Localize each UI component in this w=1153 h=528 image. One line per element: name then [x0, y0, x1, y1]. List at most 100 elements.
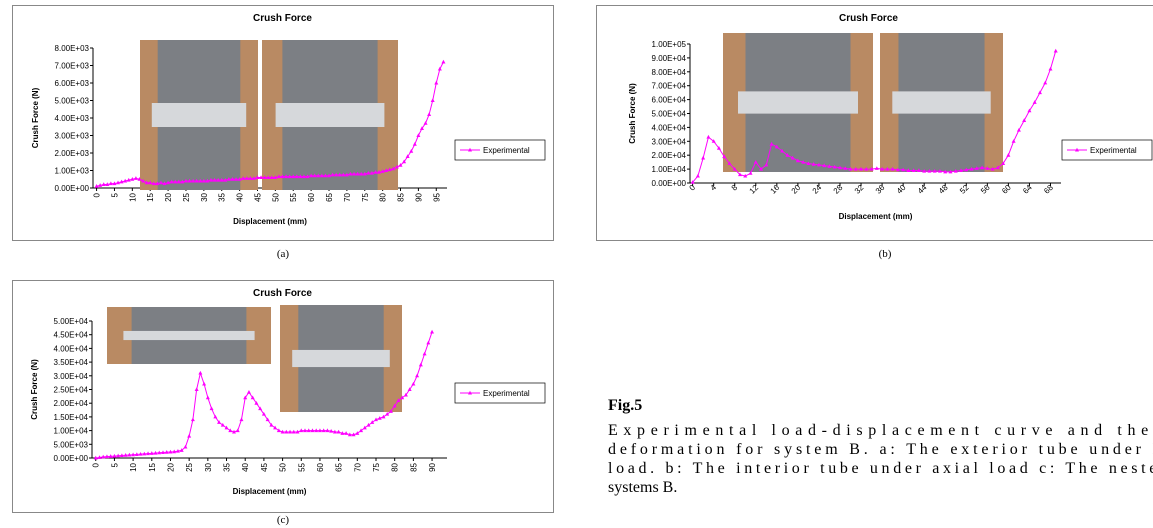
y-tick-label: 6.00E+03 — [55, 79, 90, 88]
caption: Fig.5 Experimental load-displacement cur… — [608, 397, 1153, 496]
x-tick-label: 30 — [204, 462, 213, 471]
chart-title: Crush Force — [253, 13, 312, 24]
caption-line: systems B. — [608, 479, 677, 496]
panel-label: (a) — [277, 248, 290, 260]
y-axis-title: Crush Force (N) — [30, 359, 39, 420]
x-axis-title: Displacement (mm) — [233, 487, 307, 496]
x-tick-label: 20 — [166, 462, 175, 471]
photo-plate — [738, 91, 858, 113]
y-tick-label: 4.00E+03 — [55, 114, 90, 123]
y-tick-label: 1.00E+05 — [652, 40, 687, 49]
y-tick-label: 4.00E+04 — [54, 344, 89, 353]
y-tick-label: 3.00E+04 — [54, 372, 89, 381]
y-tick-label: 0.00E+00 — [54, 454, 89, 463]
x-tick-label: 35 — [218, 192, 227, 201]
y-tick-label: 7.00E+04 — [652, 82, 687, 91]
x-tick-label: 5 — [110, 462, 119, 467]
x-tick-label: 10 — [128, 192, 137, 201]
x-tick-label: 50 — [271, 192, 280, 201]
x-tick-label: 75 — [361, 192, 370, 201]
y-axis-title: Crush Force (N) — [31, 87, 40, 148]
y-tick-label: 8.00E+03 — [55, 44, 90, 53]
legend-label: Experimental — [483, 389, 530, 398]
y-tick-label: 2.00E+03 — [55, 149, 90, 158]
y-tick-label: 3.00E+04 — [652, 137, 687, 146]
x-tick-label: 20 — [164, 192, 173, 201]
photo — [107, 307, 271, 364]
x-tick-label: 35 — [223, 462, 232, 471]
y-tick-label: 5.00E+03 — [54, 440, 89, 449]
x-tick-label: 95 — [432, 192, 441, 201]
photo-plate — [892, 91, 990, 113]
y-tick-label: 1.50E+04 — [54, 413, 89, 422]
photo — [880, 33, 1003, 172]
y-tick-label: 3.00E+03 — [55, 132, 90, 141]
x-tick-label: 60 — [316, 462, 325, 471]
caption-line: load. b: The interior tube under axial l… — [608, 460, 1153, 477]
caption-label: Fig.5 — [608, 397, 642, 414]
chart-title: Crush Force — [839, 13, 898, 24]
x-tick-label: 0 — [93, 192, 102, 197]
y-tick-label: 8.00E+04 — [652, 68, 687, 77]
x-tick-label: 25 — [182, 192, 191, 201]
photo — [723, 33, 873, 172]
x-tick-label: 30 — [200, 192, 209, 201]
y-tick-label: 1.00E+04 — [652, 165, 687, 174]
x-tick-label: 90 — [414, 192, 423, 201]
y-tick-label: 2.00E+04 — [54, 399, 89, 408]
photo-plate — [276, 103, 385, 127]
y-tick-label: 5.00E+03 — [55, 97, 90, 106]
x-axis-title: Displacement (mm) — [839, 212, 913, 221]
x-tick-label: 25 — [185, 462, 194, 471]
caption-line: deformation for system B. a: The exterio… — [608, 441, 1153, 458]
y-axis-title: Crush Force (N) — [628, 83, 637, 144]
photo — [280, 305, 402, 412]
chart: Crush ForceCrush Force (N)Displacement (… — [13, 281, 554, 513]
x-tick-label: 90 — [428, 462, 437, 471]
y-tick-label: 6.00E+04 — [652, 96, 687, 105]
x-tick-label: 80 — [379, 192, 388, 201]
caption-line: Experimental load-displacement curve and… — [608, 422, 1153, 439]
y-tick-label: 0.00E+00 — [55, 184, 90, 193]
x-tick-label: 70 — [343, 192, 352, 201]
y-tick-label: 7.00E+03 — [55, 62, 90, 71]
legend-label: Experimental — [1090, 146, 1137, 155]
y-tick-label: 2.00E+04 — [652, 151, 687, 160]
x-tick-label: 40 — [241, 462, 250, 471]
x-tick-label: 55 — [289, 192, 298, 201]
y-tick-label: 5.00E+04 — [652, 110, 687, 119]
x-tick-label: 50 — [279, 462, 288, 471]
y-tick-label: 1.00E+03 — [55, 167, 90, 176]
chart: Crush Force Crush Force (N) Displacement (… — [13, 6, 554, 241]
x-tick-label: 85 — [409, 462, 418, 471]
x-tick-label: 65 — [335, 462, 344, 471]
x-tick-label: 75 — [372, 462, 381, 471]
photo-plate — [292, 350, 390, 367]
x-tick-label: 45 — [260, 462, 269, 471]
y-tick-label: 3.50E+04 — [54, 358, 89, 367]
x-axis-title: Displacement (mm) — [233, 217, 307, 226]
x-tick-label: 10 — [129, 462, 138, 471]
photo-plate — [152, 103, 246, 127]
page: (a) (b) (c) Fig.5 Experimental load-disp… — [0, 0, 1153, 528]
legend-label: Experimental — [483, 146, 530, 155]
y-tick-label: 2.50E+04 — [54, 386, 89, 395]
x-tick-label: 15 — [148, 462, 157, 471]
x-tick-label: 40 — [236, 192, 245, 201]
x-tick-label: 45 — [253, 192, 262, 201]
x-tick-label: 65 — [325, 192, 334, 201]
y-tick-label: 4.50E+04 — [54, 331, 89, 340]
x-tick-label: 0 — [92, 462, 101, 467]
x-tick-label: 55 — [297, 462, 306, 471]
y-tick-label: 5.00E+04 — [54, 317, 89, 326]
photo — [140, 40, 258, 190]
photo — [262, 40, 398, 190]
x-tick-label: 80 — [391, 462, 400, 471]
y-tick-label: 0.00E+00 — [652, 179, 687, 188]
photo-plate — [123, 331, 254, 340]
y-tick-label: 9.00E+04 — [652, 54, 687, 63]
x-tick-label: 70 — [353, 462, 362, 471]
document: (a) (b) (c) Fig.5 Experimental load-disp… — [0, 0, 1153, 528]
x-tick-label: 60 — [307, 192, 316, 201]
x-tick-label: 85 — [397, 192, 406, 201]
